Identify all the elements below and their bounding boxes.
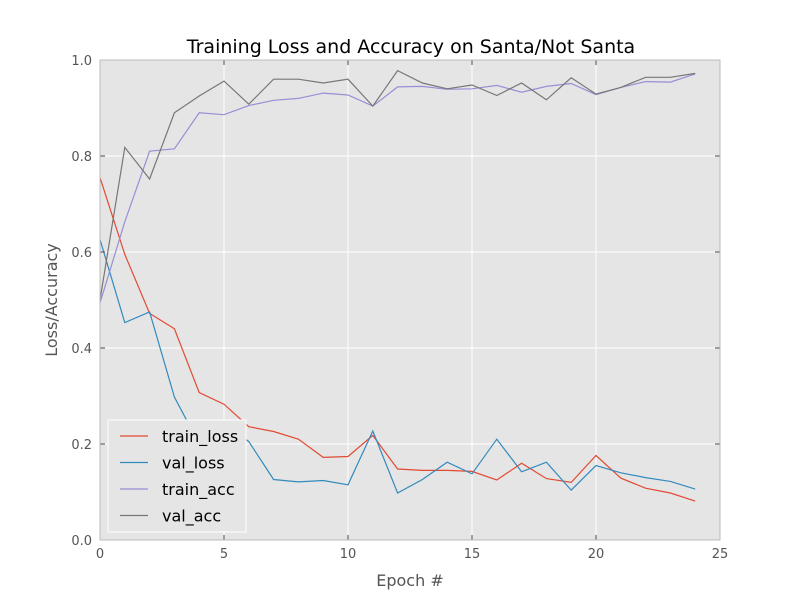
y-tick-label: 0.4 xyxy=(71,342,92,357)
chart-title: Training Loss and Accuracy on Santa/Not … xyxy=(186,36,635,58)
y-tick-label: 0.0 xyxy=(71,534,92,549)
ticks: 0 5 10 15 20 25 0.0 0.2 0.4 0.6 0.8 1.0 xyxy=(71,54,728,562)
y-tick-label: 0.8 xyxy=(71,150,92,165)
legend-label: val_acc xyxy=(162,507,221,527)
series-line-val-acc xyxy=(99,69,696,301)
y-tick-label: 0.6 xyxy=(71,246,92,261)
x-tick-label: 10 xyxy=(340,547,357,562)
legend-label: val_loss xyxy=(162,454,225,474)
x-tick-label: 25 xyxy=(712,547,729,562)
legend-box xyxy=(107,419,247,533)
series-line-train-loss xyxy=(99,177,696,502)
x-tick-label: 5 xyxy=(220,547,228,562)
x-tick-label: 20 xyxy=(588,547,605,562)
y-tick-label: 0.2 xyxy=(71,438,92,453)
y-tick-label: 1.0 xyxy=(71,54,92,69)
x-axis-label: Epoch # xyxy=(376,571,443,590)
y-axis-label: Loss/Accuracy xyxy=(42,243,61,357)
legend-label: train_acc xyxy=(162,480,235,500)
axes-frame xyxy=(99,59,721,541)
legend-label: train_loss xyxy=(162,427,238,447)
legend: train_loss val_loss train_acc val_acc xyxy=(107,419,247,533)
x-tick-label: 15 xyxy=(464,547,481,562)
x-tick-label: 0 xyxy=(96,547,104,562)
